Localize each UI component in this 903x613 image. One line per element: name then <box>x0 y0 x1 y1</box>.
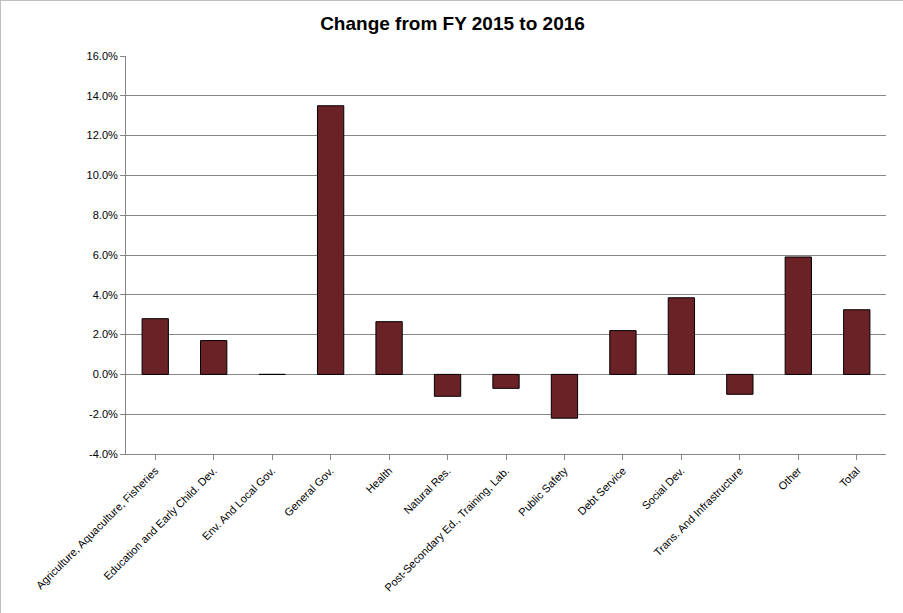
svg-text:Env. And Local Gov.: Env. And Local Gov. <box>200 465 278 543</box>
svg-text:4.0%: 4.0% <box>93 289 118 301</box>
svg-text:12.0%: 12.0% <box>87 129 118 141</box>
svg-text:Education and Early Child. Dev: Education and Early Child. Dev. <box>101 465 219 583</box>
svg-text:Other: Other <box>776 464 804 492</box>
svg-text:Agriculture, Aquaculture, Fish: Agriculture, Aquaculture, Fisheries <box>34 464 161 591</box>
svg-text:Post-Secondary Ed., Training,: Post-Secondary Ed., Training, Lab. <box>382 465 511 594</box>
svg-text:0.0%: 0.0% <box>93 368 118 380</box>
svg-text:2.0%: 2.0% <box>93 328 118 340</box>
svg-text:10.0%: 10.0% <box>87 169 118 181</box>
svg-text:Change from FY 2015 to 2016: Change from FY 2015 to 2016 <box>320 13 585 34</box>
svg-text:6.0%: 6.0% <box>93 249 118 261</box>
svg-text:Debt Service: Debt Service <box>575 465 628 518</box>
svg-text:-4.0%: -4.0% <box>89 448 118 460</box>
svg-text:8.0%: 8.0% <box>93 209 118 221</box>
svg-text:General Gov.: General Gov. <box>282 465 336 519</box>
svg-text:Public Safety: Public Safety <box>516 464 570 518</box>
svg-text:Trans. And Infrastructure: Trans. And Infrastructure <box>651 465 745 559</box>
svg-text:-2.0%: -2.0% <box>89 408 118 420</box>
svg-text:Natural Res.: Natural Res. <box>401 465 453 517</box>
svg-text:Social Dev.: Social Dev. <box>639 465 686 512</box>
svg-text:Total: Total <box>837 465 862 490</box>
svg-text:Health: Health <box>363 465 394 496</box>
svg-text:16.0%: 16.0% <box>87 50 118 62</box>
svg-text:14.0%: 14.0% <box>87 90 118 102</box>
